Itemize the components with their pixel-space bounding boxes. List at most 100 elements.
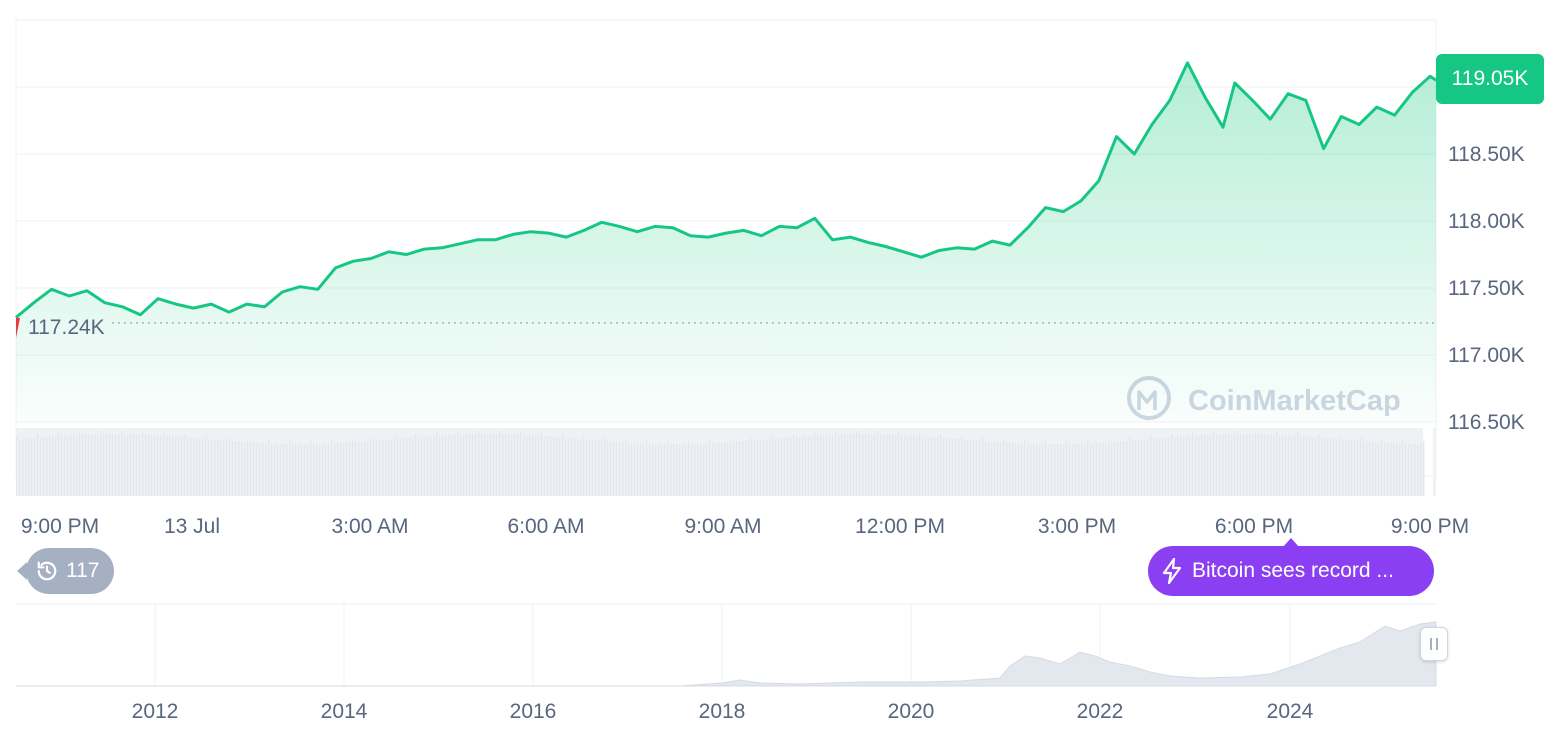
volume-bar xyxy=(688,441,689,496)
volume-bar xyxy=(901,435,902,496)
volume-bar xyxy=(880,434,881,496)
volume-bar xyxy=(349,442,350,496)
volume-bar xyxy=(286,444,287,496)
volume-bar xyxy=(712,443,713,496)
volume-bar xyxy=(406,438,407,496)
volume-bar xyxy=(964,439,965,496)
volume-bar xyxy=(259,443,260,496)
volume-bar xyxy=(1204,435,1205,496)
volume-bar xyxy=(397,439,398,496)
volume-bar xyxy=(1120,441,1121,496)
volume-bar xyxy=(1423,441,1424,496)
volume-bar xyxy=(400,438,401,496)
volume-bar xyxy=(358,442,359,496)
volume-bar xyxy=(1141,439,1142,496)
volume-bar xyxy=(469,434,470,496)
volume-bar xyxy=(694,444,695,496)
history-badge[interactable]: 117 xyxy=(26,548,114,594)
volume-bar xyxy=(46,437,47,496)
volume-bar xyxy=(454,435,455,496)
volume-bar xyxy=(484,434,485,496)
volume-bar xyxy=(97,434,98,496)
volume-bar xyxy=(730,439,731,496)
navigator-handle[interactable] xyxy=(1420,627,1448,661)
volume-bar xyxy=(73,435,74,496)
volume-bar xyxy=(952,438,953,496)
volume-bar xyxy=(574,438,575,496)
volume-bar xyxy=(208,439,209,496)
volume-bar xyxy=(100,431,101,496)
volume-bar xyxy=(106,434,107,496)
volume-bar xyxy=(1189,436,1190,496)
volume-bar xyxy=(1234,431,1235,496)
volume-bar xyxy=(361,442,362,496)
volume-bar xyxy=(877,431,878,496)
y-tick-label: 117.50K xyxy=(1448,277,1525,300)
volume-bar xyxy=(1123,441,1124,496)
volume-bar xyxy=(379,440,380,496)
volume-bar xyxy=(394,436,395,496)
volume-bar xyxy=(859,434,860,496)
volume-bar xyxy=(934,437,935,496)
volume-bar xyxy=(1057,444,1058,496)
volume-bar xyxy=(475,434,476,496)
volume-bar xyxy=(1195,435,1196,496)
volume-bar xyxy=(1249,434,1250,496)
volume-bar xyxy=(871,434,872,496)
volume-bar xyxy=(1027,444,1028,496)
volume-bar xyxy=(19,439,20,496)
volume-bar xyxy=(583,436,584,496)
volume-bar xyxy=(154,435,155,496)
x-tick-label: 3:00 PM xyxy=(1038,515,1116,538)
volume-bar xyxy=(1138,440,1139,496)
volume-bar xyxy=(310,441,311,496)
volume-bar xyxy=(31,438,32,496)
volume-bar xyxy=(427,436,428,496)
news-headline: Bitcoin sees record ... xyxy=(1192,559,1394,583)
volume-bar xyxy=(625,439,626,496)
volume-bar xyxy=(850,434,851,496)
volume-bar xyxy=(295,444,296,496)
volume-bar xyxy=(664,444,665,496)
volume-bar xyxy=(571,438,572,496)
volume-bar xyxy=(760,440,761,496)
volume-bar xyxy=(538,436,539,496)
volume-bar xyxy=(1327,438,1328,496)
volume-bar xyxy=(520,432,521,496)
volume-bar xyxy=(643,443,644,496)
volume-bar xyxy=(94,434,95,496)
volume-bar xyxy=(49,436,50,496)
volume-bar xyxy=(982,438,983,496)
volume-bar xyxy=(772,436,773,496)
volume-bar xyxy=(1177,437,1178,496)
volume-bar xyxy=(913,436,914,496)
volume-bar xyxy=(793,434,794,496)
volume-bar xyxy=(1291,436,1292,496)
volume-bar xyxy=(949,438,950,496)
volume-bar xyxy=(505,434,506,496)
volume-bar xyxy=(1306,437,1307,496)
volume-bar xyxy=(811,436,812,496)
volume-bar xyxy=(535,436,536,496)
volume-bar xyxy=(499,431,500,496)
news-badge[interactable]: Bitcoin sees record ... xyxy=(1148,546,1434,596)
volume-bar xyxy=(733,442,734,496)
volume-bar-last xyxy=(1433,428,1436,496)
volume-bar xyxy=(967,440,968,496)
volume-bar xyxy=(1015,443,1016,496)
volume-bar xyxy=(1174,437,1175,496)
volume-bar xyxy=(301,444,302,496)
volume-bar xyxy=(430,436,431,496)
volume-bar xyxy=(973,440,974,496)
volume-bar xyxy=(457,432,458,496)
volume-bar xyxy=(1003,439,1004,496)
volume-bar xyxy=(598,440,599,496)
volume-bar xyxy=(940,434,941,496)
volume-bar xyxy=(184,434,185,496)
volume-bar xyxy=(1036,444,1037,496)
volume-bar xyxy=(313,444,314,496)
volume-bar xyxy=(835,432,836,496)
volume-bar xyxy=(1369,442,1370,496)
